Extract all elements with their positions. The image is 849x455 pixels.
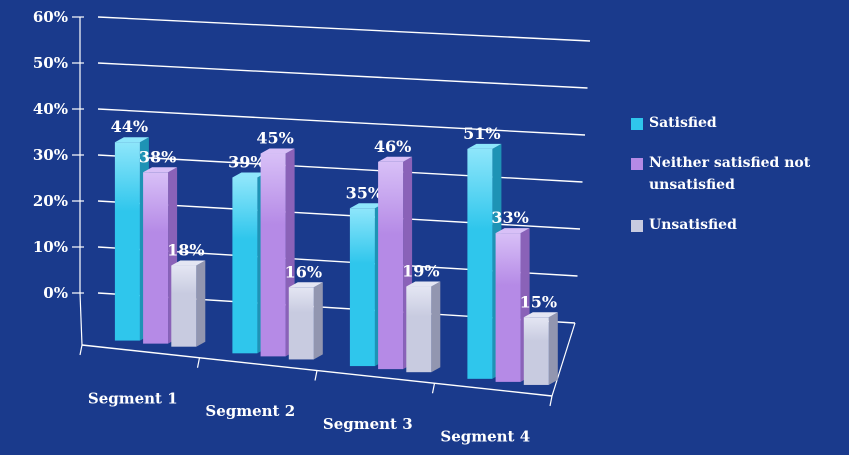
x-tick-mark: [549, 395, 553, 407]
bar: [288, 287, 314, 360]
bar-top: [260, 148, 295, 154]
data-label: 44%: [111, 117, 148, 136]
x-tick-mark: [314, 370, 318, 381]
bar: [232, 177, 258, 354]
data-label: 19%: [402, 262, 439, 281]
floor-edge-right: [551, 322, 576, 397]
category-label: Segment 2: [205, 402, 295, 420]
x-tick-mark: [431, 383, 436, 394]
bar-top: [171, 260, 206, 266]
data-label: 39%: [228, 153, 265, 172]
gridline: [97, 62, 588, 89]
bar-top: [523, 312, 558, 318]
data-label: 35%: [346, 183, 383, 202]
bar-top: [406, 281, 441, 287]
floor-edge-left: [79, 292, 83, 346]
bar: [114, 142, 140, 341]
bar-top: [378, 156, 413, 162]
legend-swatch: [631, 158, 643, 170]
y-tick-label: 10%: [33, 238, 68, 256]
bar: [467, 148, 493, 379]
gridline: [97, 16, 591, 42]
y-tick-label: 20%: [33, 192, 68, 210]
y-tick-label: 40%: [33, 100, 68, 118]
legend-label: Unsatisfied: [649, 217, 737, 233]
data-label: 46%: [374, 137, 411, 156]
bar-top: [114, 137, 149, 143]
y-tick-label: 50%: [33, 54, 68, 72]
legend-swatch: [631, 118, 643, 130]
bar: [406, 286, 432, 373]
chart-legend: Satisfied Neither satisfied not unsatisfi…: [631, 112, 846, 254]
bar-side: [431, 281, 441, 373]
data-label: 16%: [285, 262, 322, 281]
y-tick-label: 30%: [33, 146, 68, 164]
data-label: 51%: [463, 124, 500, 143]
legend-item: Neither satisfied not unsatisfied: [631, 152, 846, 196]
data-label: 45%: [256, 129, 293, 148]
data-label: 38%: [139, 147, 176, 166]
category-label: Segment 4: [440, 428, 530, 446]
data-label: 15%: [520, 292, 557, 311]
bar-side: [196, 260, 206, 347]
legend-label: Satisfied: [649, 115, 717, 131]
bar: [171, 265, 197, 347]
category-label: Segment 3: [323, 415, 413, 433]
bar: [495, 233, 521, 382]
data-label: 33%: [491, 208, 528, 227]
legend-swatch: [631, 220, 643, 232]
category-label: Segment 1: [88, 389, 178, 407]
legend-item: Unsatisfied: [631, 214, 846, 236]
bar-top: [288, 282, 323, 288]
bar-top: [143, 167, 178, 173]
bar-side: [313, 282, 323, 360]
bar: [523, 317, 549, 385]
bar-top: [495, 228, 530, 234]
bar-top: [232, 172, 267, 178]
y-tick-label: 0%: [43, 284, 68, 302]
x-tick-mark: [79, 344, 83, 356]
bar: [260, 153, 286, 357]
bar-top: [467, 143, 502, 149]
legend-item: Satisfied: [631, 112, 846, 134]
bar: [143, 172, 169, 344]
y-tick-label: 60%: [33, 8, 68, 26]
bar: [349, 208, 375, 367]
gridline: [97, 154, 583, 183]
x-tick-mark: [196, 357, 201, 368]
gridline: [97, 108, 586, 136]
bar-top: [349, 203, 384, 209]
data-label: 18%: [167, 241, 204, 260]
legend-label: Neither satisfied not unsatisfied: [649, 155, 811, 193]
bar-side: [548, 312, 558, 385]
bar: [378, 161, 404, 370]
